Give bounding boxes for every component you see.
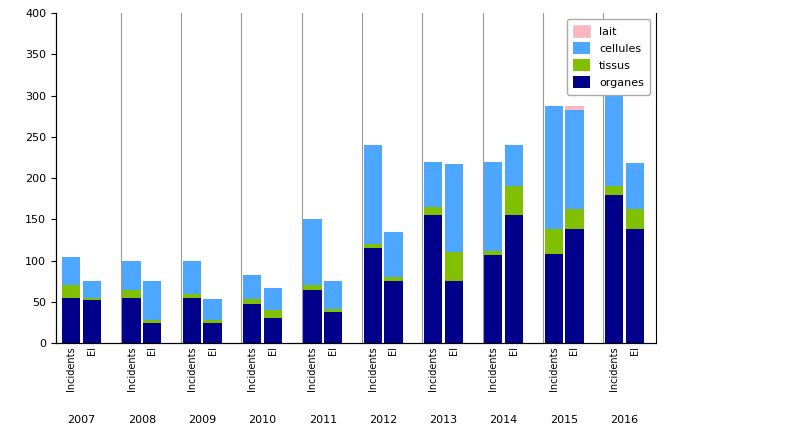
Bar bbox=[445, 164, 463, 253]
Bar bbox=[626, 163, 644, 209]
Bar bbox=[384, 281, 402, 343]
Bar bbox=[62, 298, 80, 343]
Bar bbox=[505, 145, 523, 187]
Bar bbox=[264, 288, 282, 310]
Bar bbox=[182, 298, 201, 343]
Bar bbox=[62, 286, 80, 298]
Bar bbox=[83, 281, 101, 298]
Text: 2008: 2008 bbox=[128, 415, 156, 425]
Bar bbox=[122, 290, 141, 298]
Bar bbox=[324, 281, 342, 309]
Bar bbox=[384, 277, 402, 281]
Text: 2015: 2015 bbox=[550, 415, 578, 425]
Bar bbox=[364, 248, 382, 343]
Text: 2014: 2014 bbox=[490, 415, 518, 425]
Bar bbox=[143, 281, 162, 320]
Bar bbox=[203, 320, 222, 323]
Bar bbox=[445, 253, 463, 281]
Text: 2010: 2010 bbox=[249, 415, 277, 425]
Bar bbox=[484, 255, 502, 343]
Bar bbox=[605, 187, 623, 194]
Bar bbox=[83, 298, 101, 301]
Text: 2009: 2009 bbox=[188, 415, 216, 425]
Bar bbox=[626, 229, 644, 343]
Bar bbox=[364, 145, 382, 244]
Bar bbox=[243, 300, 262, 304]
Bar bbox=[143, 323, 162, 343]
Bar bbox=[182, 260, 201, 294]
Bar bbox=[424, 162, 442, 207]
Bar bbox=[384, 232, 402, 277]
Bar bbox=[566, 209, 583, 229]
Bar bbox=[203, 300, 222, 320]
Bar bbox=[566, 110, 583, 209]
Bar bbox=[62, 257, 80, 286]
Bar bbox=[303, 220, 322, 286]
Text: 2007: 2007 bbox=[67, 415, 96, 425]
Bar bbox=[605, 194, 623, 343]
Text: 2013: 2013 bbox=[430, 415, 458, 425]
Bar bbox=[182, 294, 201, 298]
Bar bbox=[122, 298, 141, 343]
Bar bbox=[264, 319, 282, 343]
Bar bbox=[424, 207, 442, 215]
Bar bbox=[484, 251, 502, 255]
Bar bbox=[83, 301, 101, 343]
Bar bbox=[364, 244, 382, 248]
Bar bbox=[605, 62, 623, 187]
Text: 2016: 2016 bbox=[610, 415, 638, 425]
Bar bbox=[566, 106, 583, 110]
Legend: lait, cellules, tissus, organes: lait, cellules, tissus, organes bbox=[566, 19, 650, 95]
Bar bbox=[566, 229, 583, 343]
Bar bbox=[243, 304, 262, 343]
Bar bbox=[505, 215, 523, 343]
Bar bbox=[545, 229, 563, 254]
Bar bbox=[243, 275, 262, 300]
Bar bbox=[324, 309, 342, 312]
Bar bbox=[424, 215, 442, 343]
Bar bbox=[122, 260, 141, 290]
Bar bbox=[445, 281, 463, 343]
Bar bbox=[505, 187, 523, 215]
Bar bbox=[264, 310, 282, 319]
Bar bbox=[626, 209, 644, 229]
Bar bbox=[303, 286, 322, 290]
Bar bbox=[203, 323, 222, 343]
Bar bbox=[324, 312, 342, 343]
Text: 2012: 2012 bbox=[369, 415, 398, 425]
Bar bbox=[143, 320, 162, 323]
Bar bbox=[545, 106, 563, 229]
Bar bbox=[605, 60, 623, 62]
Text: 2011: 2011 bbox=[309, 415, 337, 425]
Bar bbox=[303, 290, 322, 343]
Bar bbox=[484, 161, 502, 251]
Bar bbox=[545, 254, 563, 343]
